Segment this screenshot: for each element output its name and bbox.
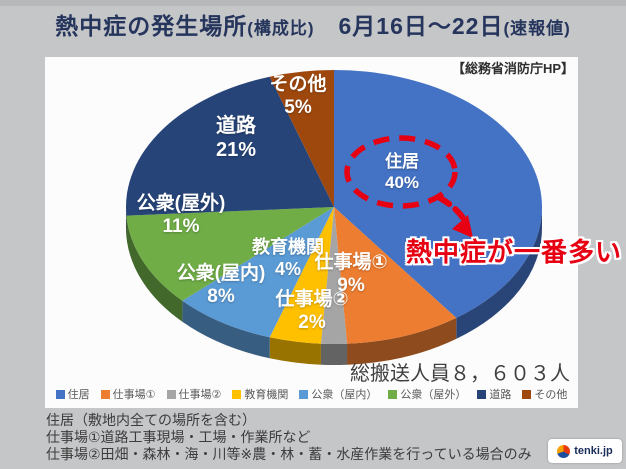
legend-item-住居: 住居 — [55, 386, 90, 402]
legend-swatch — [100, 389, 110, 399]
legend-label: 仕事場① — [112, 389, 156, 401]
legend-swatch — [299, 389, 309, 399]
legend-item-公衆(屋内): 公衆（屋内） — [299, 386, 377, 402]
page-title-main: 熱中症の発生場所 — [55, 13, 248, 39]
pie-slice-教育機関 — [269, 207, 334, 344]
tenki-logo-text: tenki.jp — [574, 445, 613, 457]
legend-label: 住居 — [67, 389, 90, 401]
footer-notes: 住居（敷地内全ての場所を含む） 仕事場①道路工事現場・工場・作業所など 仕事場②… — [46, 412, 532, 463]
legend-label: その他 — [534, 389, 568, 401]
legend-label: 仕事場② — [178, 389, 222, 401]
legend-swatch — [388, 389, 398, 399]
footer-note-1: 住居（敷地内全ての場所を含む） — [46, 412, 256, 428]
pie-wall-住居 — [456, 207, 542, 339]
legend-swatch — [477, 389, 487, 399]
legend-label: 公衆（屋内） — [311, 389, 378, 401]
legend-item-その他: その他 — [522, 386, 567, 402]
legend-label: 教育機関 — [244, 389, 289, 401]
legend-item-道路: 道路 — [477, 386, 511, 402]
page-title: 熱中症の発生場所(構成比) 6月16日～22日(速報値) — [0, 7, 626, 41]
page-title-date: 6月16日～22日 — [314, 13, 504, 39]
page-title-paren2: (速報値) — [503, 19, 571, 38]
pie-slice-仕事場② — [320, 207, 348, 344]
highlight-arrow-line — [437, 195, 469, 226]
pie-wall-仕事場① — [347, 317, 457, 365]
highlight-arrow-head — [452, 215, 473, 238]
legend-swatch — [166, 389, 176, 399]
pie-wall-公衆(屋外) — [126, 215, 183, 322]
page-title-paren1: (構成比) — [247, 19, 315, 38]
annotation-text: 熱中症が一番多い — [406, 237, 623, 267]
legend-item-仕事場②: 仕事場② — [166, 386, 222, 402]
legend-label: 公衆（屋外） — [400, 389, 467, 401]
legend-item-仕事場①: 仕事場① — [100, 386, 156, 402]
pie-group — [125, 70, 542, 365]
pie-slice-公衆(屋内) — [182, 207, 334, 338]
legend-label: 道路 — [489, 389, 512, 401]
tenki-logo-icon — [557, 444, 571, 458]
pie-slice-公衆(屋外) — [126, 207, 335, 301]
pie-slice-仕事場① — [334, 207, 457, 344]
highlight-ellipse — [344, 135, 458, 209]
pie-wall-教育機関 — [269, 337, 321, 365]
top-shadow-strip — [0, 0, 626, 6]
highlight-group — [344, 135, 473, 238]
legend-swatch — [232, 389, 242, 399]
footer-note-3: 仕事場②田畑・森林・海・川等※農・林・蓄・水産作業を行っている場合のみ — [46, 446, 532, 462]
tenki-logo: tenki.jp — [548, 439, 622, 463]
pie-slice-道路 — [125, 76, 334, 216]
source-label: 【総務省消防庁HP】 — [452, 61, 575, 76]
legend-item-教育機関: 教育機関 — [232, 386, 288, 402]
footer-note-2: 仕事場①道路工事現場・工場・作業所など — [46, 429, 311, 445]
pie-slice-その他 — [269, 70, 334, 207]
legend-swatch — [522, 389, 532, 399]
pie-wall-公衆(屋内) — [182, 300, 270, 359]
chart-legend: 住居 仕事場① 仕事場② 教育機関 公衆（屋内） 公衆（屋外） 道路 その他 — [45, 386, 578, 402]
legend-swatch — [55, 389, 65, 399]
total-transported-label: 総搬送人員８，６０３人 — [350, 363, 570, 385]
pie-wall-仕事場② — [320, 343, 348, 365]
legend-item-公衆(屋外): 公衆（屋外） — [388, 386, 466, 402]
